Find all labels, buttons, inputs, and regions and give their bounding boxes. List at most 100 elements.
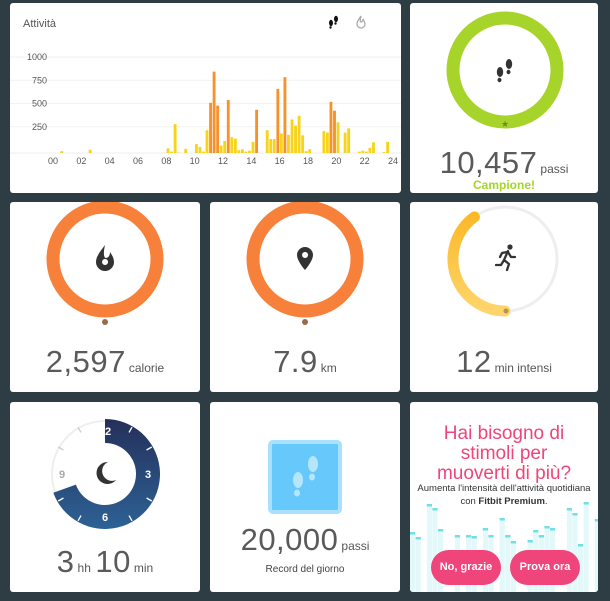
calories-toggle-icon[interactable] bbox=[356, 15, 366, 29]
activity-bar bbox=[248, 150, 251, 153]
calories-tile[interactable]: 2,597 calorie bbox=[10, 202, 200, 392]
x-tick-label: 12 bbox=[218, 156, 228, 166]
promo-bar-cap bbox=[594, 519, 598, 522]
clock-tick bbox=[146, 497, 153, 502]
promo-bar-cap bbox=[432, 508, 438, 511]
promo-bar bbox=[415, 537, 421, 592]
activity-bar bbox=[173, 124, 177, 153]
steps-progress-ring bbox=[446, 11, 564, 129]
activity-bar bbox=[364, 151, 368, 153]
activity-bar bbox=[283, 77, 287, 153]
activity-bar bbox=[219, 145, 223, 153]
activity-bar bbox=[290, 119, 294, 153]
sleep-duration-sector bbox=[53, 419, 160, 529]
activity-bar bbox=[88, 149, 92, 153]
y-tick-label: 500 bbox=[32, 99, 47, 109]
promo-bar-cap bbox=[410, 532, 416, 535]
steps-icon bbox=[496, 59, 513, 83]
clock-label-9: 9 bbox=[59, 469, 65, 481]
promo-bar-cap bbox=[482, 528, 488, 531]
record-label: Record del giorno bbox=[265, 564, 345, 575]
x-tick-label: 20 bbox=[331, 156, 341, 166]
activity-bar bbox=[209, 102, 212, 153]
x-tick-label: 04 bbox=[105, 156, 115, 166]
promo-bar-cap bbox=[415, 537, 421, 540]
steps-unit: passi bbox=[540, 162, 569, 176]
activity-bar bbox=[329, 101, 333, 153]
ring-marker bbox=[102, 319, 108, 325]
sleep-tile[interactable]: 12 3 6 9 3 hh 10 min bbox=[10, 402, 200, 592]
clock-tick bbox=[77, 515, 82, 522]
activity-bar bbox=[205, 130, 209, 153]
y-tick-label: 750 bbox=[32, 75, 47, 85]
promo-bar bbox=[432, 508, 438, 592]
record-tile[interactable]: 20,000 passi Record del giorno bbox=[210, 402, 400, 592]
activity-bar bbox=[237, 150, 241, 153]
activity-bar bbox=[202, 151, 205, 153]
activity-bar bbox=[272, 139, 276, 153]
promo-bar-cap bbox=[505, 535, 511, 538]
steps-tile[interactable]: ★ 10,457 passi Campione! bbox=[410, 3, 598, 193]
activity-bar bbox=[294, 125, 297, 153]
decline-button[interactable]: No, grazie bbox=[431, 550, 501, 585]
running-person-icon bbox=[494, 244, 517, 272]
activity-bar bbox=[361, 150, 365, 153]
activity-bar bbox=[60, 151, 64, 153]
activity-bar bbox=[287, 134, 290, 153]
activity-bar bbox=[166, 148, 170, 153]
goal-star-icon: ★ bbox=[501, 119, 509, 129]
activity-chart-tile: Attività 1000 750 500 250 00 02 04 06 08 10 12 14 16… bbox=[10, 3, 401, 193]
promo-bar-cap bbox=[533, 530, 539, 533]
premium-promo-tile: Hai bisogno di stimoli per muoverti di p… bbox=[410, 402, 598, 592]
activity-bar bbox=[301, 135, 305, 153]
promo-bar-cap bbox=[572, 513, 578, 516]
promo-bar-cap bbox=[566, 508, 572, 511]
clock-label-3: 3 bbox=[145, 469, 151, 481]
activity-bar bbox=[216, 105, 220, 153]
steps-status: Campione! bbox=[472, 178, 535, 192]
sleep-hours-unit: hh bbox=[77, 561, 91, 575]
promo-bar-cap bbox=[488, 535, 494, 538]
promo-bar-cap bbox=[499, 518, 505, 521]
y-tick-label: 1000 bbox=[27, 52, 47, 62]
clock-tick bbox=[57, 497, 64, 502]
activity-bar bbox=[276, 88, 280, 153]
activity-bar bbox=[304, 151, 308, 153]
activity-bar bbox=[372, 142, 375, 153]
promo-bar-cap bbox=[583, 502, 589, 505]
calories-value: 2,597 bbox=[45, 344, 126, 379]
promo-text: Aumenta l'intensità dell'attività quotid… bbox=[416, 482, 592, 508]
activity-bar bbox=[279, 133, 283, 153]
distance-unit: km bbox=[320, 361, 337, 375]
x-tick-label: 02 bbox=[76, 156, 86, 166]
promo-bar-cap bbox=[471, 536, 477, 539]
x-tick-label: 14 bbox=[246, 156, 256, 166]
distance-tile[interactable]: 7.9 km bbox=[210, 202, 400, 392]
activity-bar bbox=[184, 148, 188, 153]
activity-bar bbox=[233, 138, 237, 153]
try-now-button[interactable]: Prova ora bbox=[510, 550, 580, 585]
activity-bar bbox=[343, 132, 347, 153]
sleep-hours: 3 bbox=[56, 544, 75, 579]
record-badge bbox=[268, 440, 342, 514]
x-tick-label: 00 bbox=[48, 156, 58, 166]
clock-label-6: 6 bbox=[102, 512, 108, 524]
activity-chart: 1000 750 500 250 00 02 04 06 08 10 12 14 16 18 20 22 24 bbox=[10, 52, 401, 166]
distance-value: 7.9 bbox=[273, 344, 318, 379]
steps-icon bbox=[293, 456, 318, 497]
steps-toggle-icon[interactable] bbox=[329, 15, 338, 29]
promo-title: Hai bisogno di stimoli per muoverti di p… bbox=[436, 423, 572, 484]
activity-bar bbox=[308, 149, 312, 153]
promo-text-suffix: . bbox=[544, 496, 548, 507]
promo-bar bbox=[578, 544, 584, 592]
promo-bar-cap bbox=[550, 528, 556, 531]
activity-bar bbox=[198, 146, 202, 153]
calories-unit: calorie bbox=[128, 361, 165, 375]
x-tick-label: 06 bbox=[133, 156, 143, 166]
active-minutes-tile[interactable]: 12 min intensi bbox=[410, 202, 598, 392]
ring-marker bbox=[503, 308, 509, 314]
clock-tick bbox=[57, 446, 64, 451]
moon-icon bbox=[96, 461, 116, 484]
x-tick-label: 10 bbox=[190, 156, 200, 166]
promo-bar bbox=[566, 508, 572, 592]
